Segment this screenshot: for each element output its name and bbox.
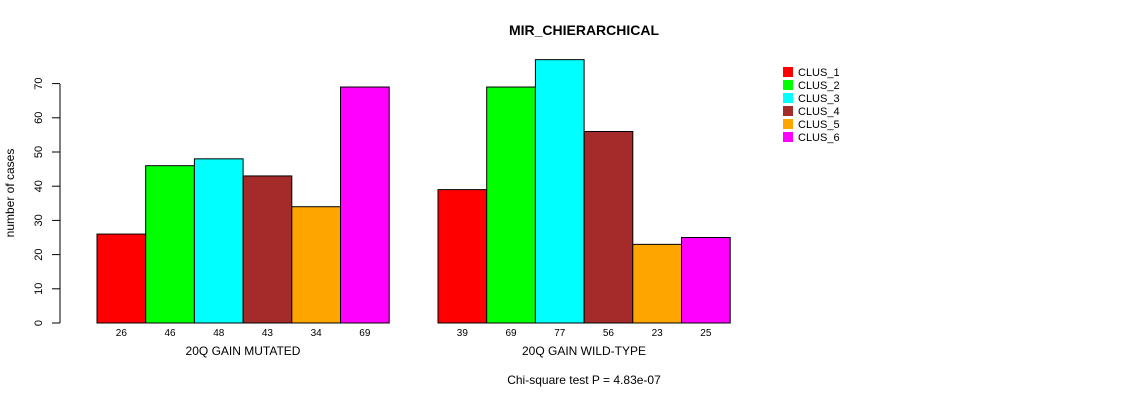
bar-count-label: 56: [603, 328, 615, 339]
bar-count-label: 23: [652, 328, 664, 339]
y-tick-label: 60: [33, 112, 45, 124]
bar-group2-clus-6: [681, 237, 731, 324]
y-axis-label: number of cases: [3, 149, 17, 238]
bar-group2-clus-1: [437, 189, 488, 324]
bar-count-label: 39: [457, 328, 469, 339]
legend-swatch: [783, 119, 793, 129]
bar-group1-clus-2: [145, 165, 195, 324]
bar-count-labels: 26 46 48 43 34 69 39 69 77 56 23 25: [116, 328, 712, 339]
bar-group2-clus-3: [534, 59, 585, 324]
bar-count-label: 43: [262, 328, 274, 339]
bars: [96, 59, 731, 324]
bar-count-label: 77: [554, 328, 566, 339]
chi-square-footer: Chi-square test P = 4.83e-07: [507, 373, 661, 387]
legend-label: CLUS_4: [798, 106, 840, 118]
bar-group1-clus-4: [242, 175, 293, 324]
y-axis: 0 10 20 30 40 50 60 70 number of cases: [3, 77, 61, 326]
y-tick-label: 50: [33, 146, 45, 158]
y-tick-label: 20: [33, 248, 45, 260]
bar-group1-clus-3: [193, 158, 244, 324]
legend-label: CLUS_3: [798, 93, 840, 105]
bar-group2-clus-5: [632, 243, 682, 324]
bar-count-label: 34: [311, 328, 323, 339]
y-ticks: 0 10 20 30 40 50 60 70: [33, 77, 60, 326]
bar-group1-clus-5: [291, 206, 341, 324]
y-tick-label: 40: [33, 180, 45, 192]
y-tick-label: 70: [33, 77, 45, 89]
legend-swatch: [783, 106, 793, 116]
bar-count-label: 25: [700, 328, 712, 339]
legend-label: CLUS_6: [798, 132, 840, 144]
legend-label: CLUS_5: [798, 119, 840, 131]
bar-group2-clus-4: [583, 130, 634, 324]
bar-count-label: 69: [505, 328, 517, 339]
bar-group1-clus-6: [340, 86, 390, 324]
chart-title: MIR_CHIERARCHICAL: [509, 22, 660, 38]
bar-group2-clus-2: [486, 86, 536, 324]
y-tick-label: 0: [33, 320, 45, 326]
bar-group1-clus-1: [96, 233, 147, 324]
bar-count-label: 69: [359, 328, 371, 339]
group-1-xlabel: 20Q GAIN MUTATED: [186, 344, 301, 358]
bar-count-label: 26: [116, 328, 128, 339]
legend-swatch: [783, 93, 793, 103]
legend-label: CLUS_1: [798, 67, 840, 79]
legend-swatch: [783, 132, 793, 142]
bar-count-label: 48: [213, 328, 225, 339]
legend-label: CLUS_2: [798, 80, 840, 92]
group-2-xlabel: 20Q GAIN WILD-TYPE: [522, 344, 646, 358]
y-tick-label: 10: [33, 283, 45, 295]
y-tick-label: 30: [33, 214, 45, 226]
bar-count-label: 46: [164, 328, 176, 339]
legend-swatch: [783, 67, 793, 77]
legend-swatch: [783, 80, 793, 90]
